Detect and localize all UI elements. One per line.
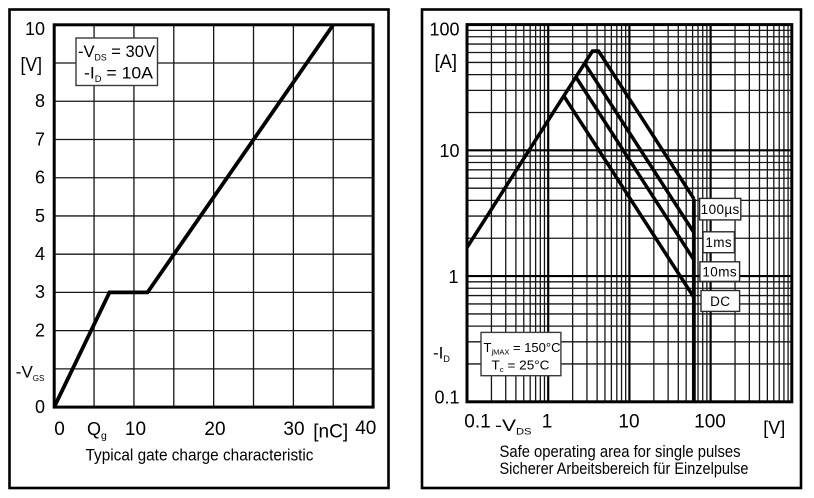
svg-text:DC: DC <box>710 294 730 309</box>
svg-text:100: 100 <box>429 20 459 40</box>
svg-text:7: 7 <box>35 129 45 149</box>
svg-text:40: 40 <box>355 418 376 439</box>
svg-text:[A]: [A] <box>435 52 458 73</box>
svg-text:Tc = 25°C: Tc = 25°C <box>492 358 550 375</box>
svg-text:100: 100 <box>694 412 726 433</box>
svg-text:10: 10 <box>25 19 45 39</box>
svg-text:[V]: [V] <box>763 418 785 438</box>
svg-text:Typical gate charge characteri: Typical gate charge characteristic <box>86 446 314 465</box>
svg-text:-VDS = 30V: -VDS = 30V <box>78 42 156 63</box>
svg-text:5: 5 <box>35 206 45 226</box>
svg-text:1: 1 <box>448 267 458 287</box>
svg-text:10: 10 <box>439 141 459 161</box>
svg-text:0: 0 <box>54 419 65 440</box>
svg-text:1: 1 <box>542 412 553 433</box>
svg-text:Sicherer Arbeitsbereich für Ei: Sicherer Arbeitsbereich für Einzelpulse <box>500 460 749 478</box>
svg-text:1ms: 1ms <box>705 235 732 250</box>
svg-text:4: 4 <box>35 244 45 264</box>
svg-text:[V]: [V] <box>21 55 43 76</box>
svg-text:20: 20 <box>204 419 225 440</box>
svg-text:-ID = 10A: -ID = 10A <box>84 64 154 85</box>
svg-text:0.1: 0.1 <box>464 412 490 433</box>
svg-text:0: 0 <box>35 397 45 417</box>
svg-text:100µs: 100µs <box>701 202 740 217</box>
svg-text:8: 8 <box>35 91 45 111</box>
svg-text:[nC]: [nC] <box>313 422 348 443</box>
svg-text:6: 6 <box>35 168 45 188</box>
svg-text:30: 30 <box>283 419 304 440</box>
svg-text:10: 10 <box>618 412 639 433</box>
svg-text:Safe operating area for single: Safe operating area for single pulses <box>500 443 741 461</box>
svg-text:2: 2 <box>35 320 45 340</box>
svg-text:3: 3 <box>35 282 45 302</box>
svg-text:10ms: 10ms <box>702 264 737 279</box>
svg-text:10: 10 <box>125 419 146 440</box>
svg-text:0.1: 0.1 <box>434 388 459 408</box>
